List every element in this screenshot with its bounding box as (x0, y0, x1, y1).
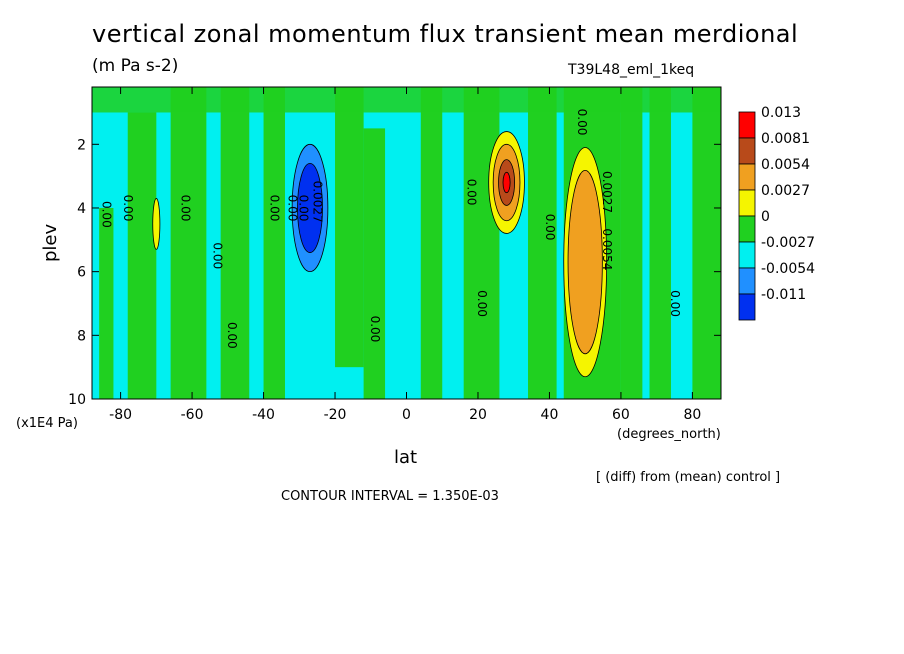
x-tick-label: 80 (683, 407, 701, 423)
contour-label: 0.00 (668, 290, 682, 317)
positive-band (263, 87, 285, 399)
y-tick-label: 2 (77, 137, 86, 153)
contour-interval: CONTOUR INTERVAL = 1.350E-03 (281, 489, 499, 504)
contour-feature (502, 171, 511, 194)
contour-label: 0.00 (211, 242, 225, 269)
x-tick-label: -80 (109, 407, 132, 423)
contour-label: 0.00 (121, 195, 135, 222)
run-name: T39L48_eml_1keq (568, 62, 695, 78)
positive-band (649, 87, 671, 399)
colorbar-label: 0.0054 (761, 157, 810, 173)
positive-band (220, 87, 250, 399)
contour-label: 0.00 (225, 322, 239, 349)
positive-band (363, 128, 386, 399)
x-tick-label: 60 (612, 407, 630, 423)
y-tick-label: 10 (68, 392, 86, 408)
colorbar-label: 0.0027 (761, 183, 810, 199)
y-tick-label: 8 (77, 328, 86, 344)
x-axis-title: lat (394, 447, 418, 468)
colorbar-label: 0.013 (761, 105, 801, 121)
colorbar-swatch (738, 241, 756, 269)
colorbar-legend: 0.013 0.0081 0.0054 0.0027 0 -0.0027 -0.0054 -0… (738, 105, 815, 321)
colorbar-swatch (738, 137, 756, 165)
colorbar-label: -0.0054 (761, 261, 815, 277)
x-axis-units: (degrees_north) (617, 427, 721, 442)
positive-band (127, 112, 157, 399)
diff-note: [ (diff) from (mean) control ] (596, 470, 781, 485)
contour-label: 0.0027 (311, 181, 325, 223)
x-tick-label: -60 (181, 407, 204, 423)
y-tick-label: 4 (77, 201, 86, 217)
contour-label: 0.00 (464, 179, 478, 206)
x-tick-label: 40 (541, 407, 559, 423)
colorbar-label: 0 (761, 209, 770, 225)
colorbar-swatch (738, 189, 756, 217)
colorbar-label: -0.0027 (761, 235, 815, 251)
positive-band (420, 87, 443, 399)
positive-band (620, 87, 643, 399)
plot-area: 0.00 0.00 0.000.000.000.00 0.000.00 0.00270.… (91, 86, 722, 400)
x-tick-label: -40 (252, 407, 275, 423)
contour-label: 0.00 (100, 201, 114, 228)
contour-feature (152, 198, 161, 250)
x-axis: -80 -60 -40 -20 0 20 40 60 80 (109, 87, 701, 423)
positive-band (335, 87, 364, 368)
colorbar-label: -0.011 (761, 287, 806, 303)
positive-band (692, 87, 721, 399)
colorbar-swatch (738, 111, 756, 139)
positive-band (463, 87, 500, 399)
contour-label: 0.00 (286, 195, 300, 222)
positive-band (99, 207, 114, 399)
contour-label: 0.00 (178, 195, 192, 222)
colorbar-swatch (738, 215, 756, 243)
contour-label: 0.00 (543, 214, 557, 241)
chart-title: vertical zonal momentum flux transient m… (92, 20, 799, 48)
colorbar-swatch (738, 163, 756, 191)
contour-label: 0.00 (368, 316, 382, 343)
contour-feature (567, 170, 603, 355)
y-tick-label: 6 (77, 265, 86, 281)
colorbar-swatch (738, 267, 756, 295)
contour-label: 0.00 (296, 195, 310, 222)
contour-label: 0.00 (575, 109, 589, 136)
chart-units: (m Pa s-2) (92, 56, 179, 76)
positive-band (528, 87, 557, 399)
x-tick-label: 20 (469, 407, 487, 423)
positive-band (170, 87, 207, 399)
contour-label: 0.0054 (600, 228, 614, 270)
colorbar-swatch (738, 293, 756, 321)
y-axis-multiplier: (x1E4 Pa) (16, 416, 78, 431)
contour-label: 0.0027 (600, 171, 614, 213)
contour-label: 0.00 (268, 195, 282, 222)
contour-label: 0.00 (475, 290, 489, 317)
y-axis: 2 4 6 8 10 (68, 137, 721, 408)
y-axis-title: plev (40, 223, 61, 262)
x-tick-label: -20 (324, 407, 347, 423)
contour-feature (297, 163, 323, 253)
colorbar-label: 0.0081 (761, 131, 810, 147)
x-tick-label: 0 (402, 407, 411, 423)
